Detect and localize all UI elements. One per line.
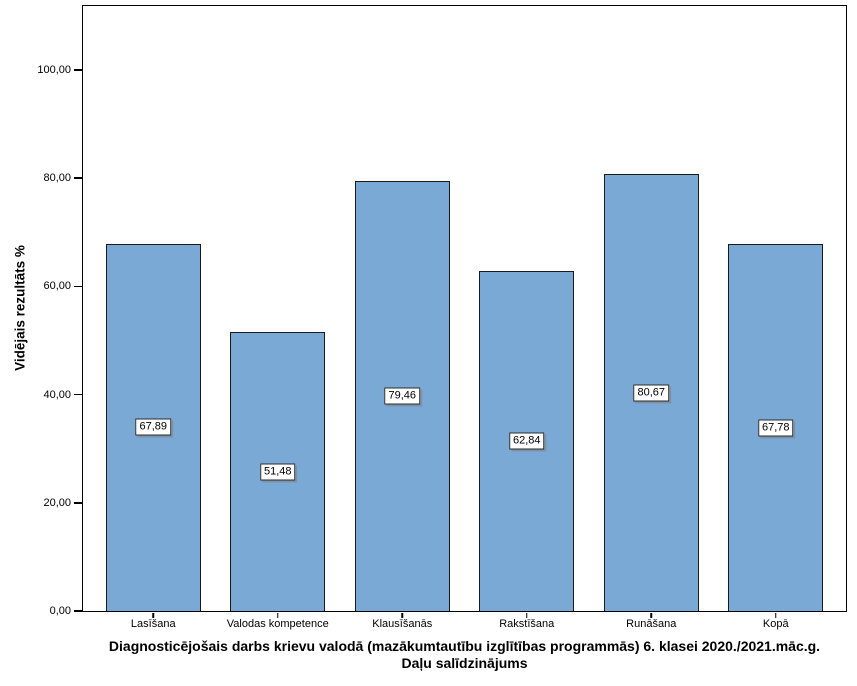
y-tick-mark (73, 393, 82, 396)
bar-value-label: 67,89 (135, 418, 172, 436)
y-tick-mark (73, 502, 82, 504)
x-category-label: Valodas kompetence (226, 618, 329, 630)
y-tick-label: 60,00 (43, 280, 71, 293)
y-tick-label: 80,00 (43, 172, 71, 185)
chart-title-line2: Daļu salīdzinājums (401, 655, 528, 671)
x-category-label: Klausīšanās (372, 618, 433, 630)
y-tick-mark (73, 610, 82, 612)
x-category-label: Kopā (762, 618, 789, 630)
bar-value-label: 51,48 (259, 463, 296, 481)
x-category-label: Lasīšana (130, 618, 176, 630)
y-tick-label: 40,00 (43, 388, 71, 401)
bar-value-label: 67,78 (757, 419, 794, 437)
y-axis-title: Vidējais rezultāts % (12, 245, 28, 371)
y-tick-mark (73, 177, 82, 179)
plot-area: 0,00 20,00 40,00 60,00 80,00 100,00 Lasīšana 67… (37, 5, 847, 630)
x-tick-mark (401, 612, 403, 618)
y-tick-label: 20,00 (43, 496, 71, 509)
bar-value-label: 79,46 (384, 387, 421, 405)
x-tick-mark (526, 612, 528, 618)
y-tick-label: 0,00 (49, 605, 71, 617)
x-tick-mark (775, 612, 777, 618)
x-tick-mark (650, 612, 652, 618)
y-tick-mark (73, 285, 82, 288)
chart-title-line1: Diagnosticējošais darbs krievu valodā (m… (108, 638, 821, 654)
chart-title: Diagnosticējošais darbs krievu valodā (m… (82, 638, 847, 672)
y-tick-mark (73, 69, 82, 71)
bar-value-label: 80,67 (633, 384, 670, 402)
x-tick-mark (152, 612, 154, 618)
x-category-label: Rakstīšana (499, 618, 555, 630)
y-tick-label: 100,00 (37, 63, 71, 76)
x-category-label: Runāšana (626, 618, 677, 630)
bar-value-label: 62,84 (508, 432, 545, 450)
x-tick-mark (277, 612, 279, 618)
